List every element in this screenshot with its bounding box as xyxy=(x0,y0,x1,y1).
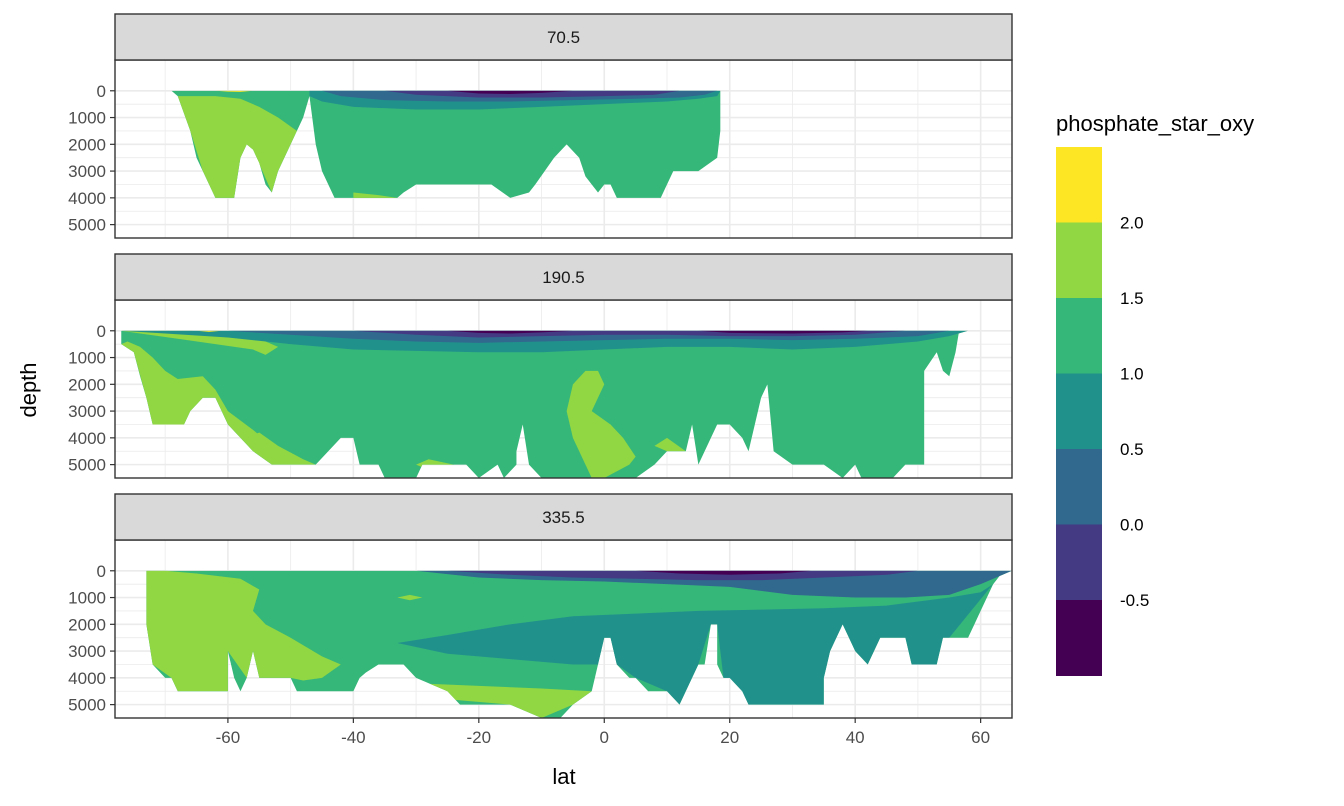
legend-label: 2.0 xyxy=(1120,214,1144,233)
contour-band xyxy=(554,718,567,726)
facet-panel: 70.5 0 1000 2000 3000 4000 5000 xyxy=(68,13,1013,239)
contour-band xyxy=(698,330,868,334)
contour-band xyxy=(353,192,398,198)
legend-swatch xyxy=(1056,373,1102,450)
y-tick-label: 1000 xyxy=(68,589,106,608)
legend-label: -0.5 xyxy=(1120,591,1149,610)
contour-band xyxy=(246,432,316,465)
legend-label: 0.0 xyxy=(1120,516,1144,535)
contour-band xyxy=(566,370,636,478)
legend-label: 0.5 xyxy=(1120,440,1144,459)
y-tick-label: 5000 xyxy=(68,456,106,475)
contour-band xyxy=(121,341,291,465)
facet-strip xyxy=(114,493,1013,541)
contour-band xyxy=(447,330,573,334)
y-tick-label: 5000 xyxy=(68,216,106,235)
y-tick-label: 1000 xyxy=(68,109,106,128)
y-tick-label: 2000 xyxy=(68,615,106,634)
contour-band xyxy=(215,90,253,92)
legend-swatch xyxy=(1056,147,1102,223)
contour-band xyxy=(397,576,1000,705)
contour-band xyxy=(146,570,341,692)
y-tick-label: 2000 xyxy=(68,375,106,394)
facet-strip-label: 190.5 xyxy=(542,268,585,287)
panels: 70.5010002000300040005000190.50100020003… xyxy=(68,13,1013,726)
y-tick-label: 3000 xyxy=(68,402,106,421)
y-tick-label: 0 xyxy=(97,322,106,341)
legend-swatch xyxy=(1056,222,1102,299)
contour-band xyxy=(384,90,680,98)
legend-swatch xyxy=(1056,600,1102,676)
water-section xyxy=(115,330,1012,478)
y-tick-label: 4000 xyxy=(68,189,106,208)
contour-band xyxy=(397,594,423,601)
contour-band xyxy=(177,96,297,198)
y-axis-label: depth xyxy=(16,362,41,417)
y-tick-label: 4000 xyxy=(68,669,106,688)
legend: phosphate_star_oxy 2.0 1.5 1.0 0.5 0.0 -0.5 xyxy=(1056,111,1254,676)
y-tick-label: 3000 xyxy=(68,162,106,181)
y-tick-label: 3000 xyxy=(68,642,106,661)
legend-title: phosphate_star_oxy xyxy=(1056,111,1254,136)
y-tick-label: 0 xyxy=(97,562,106,581)
contour-band xyxy=(635,570,812,575)
facet-panel: 190.5 0 1000 2000 3000 4000 5000 xyxy=(68,253,1013,479)
y-tick-label: 1000 xyxy=(68,349,106,368)
contour-band xyxy=(447,90,573,94)
x-tick-label: -60 xyxy=(216,728,241,747)
facet-strip xyxy=(114,13,1013,61)
y-tick-label: 2000 xyxy=(68,135,106,154)
legend-label: 1.0 xyxy=(1120,365,1144,384)
x-tick-label: 40 xyxy=(846,728,865,747)
contour-band xyxy=(416,570,1012,598)
y-tick-label: 5000 xyxy=(68,696,106,715)
facet-panel: 335.5 0 1000 2000 3000 4000 5000 xyxy=(68,493,1013,726)
x-tick-label: 0 xyxy=(600,728,609,747)
x-axis: -60 -40 -20 0 20 40 60 xyxy=(216,718,990,747)
x-tick-label: -40 xyxy=(341,728,366,747)
x-tick-label: -20 xyxy=(467,728,492,747)
legend-swatch xyxy=(1056,298,1102,374)
legend-swatch xyxy=(1056,524,1102,601)
x-tick-label: 60 xyxy=(971,728,990,747)
y-tick-label: 0 xyxy=(97,82,106,101)
contour-band xyxy=(447,570,918,581)
y-tick-label: 4000 xyxy=(68,429,106,448)
facet-strip-label: 70.5 xyxy=(547,28,580,47)
facet-strip-label: 335.5 xyxy=(542,508,585,527)
x-tick-label: 20 xyxy=(720,728,739,747)
facet-strip xyxy=(114,253,1013,301)
contour-band xyxy=(196,330,222,332)
contour-band xyxy=(654,437,686,452)
legend-swatch xyxy=(1056,449,1102,525)
legend-label: 1.5 xyxy=(1120,289,1144,308)
x-axis-label: lat xyxy=(552,764,575,789)
